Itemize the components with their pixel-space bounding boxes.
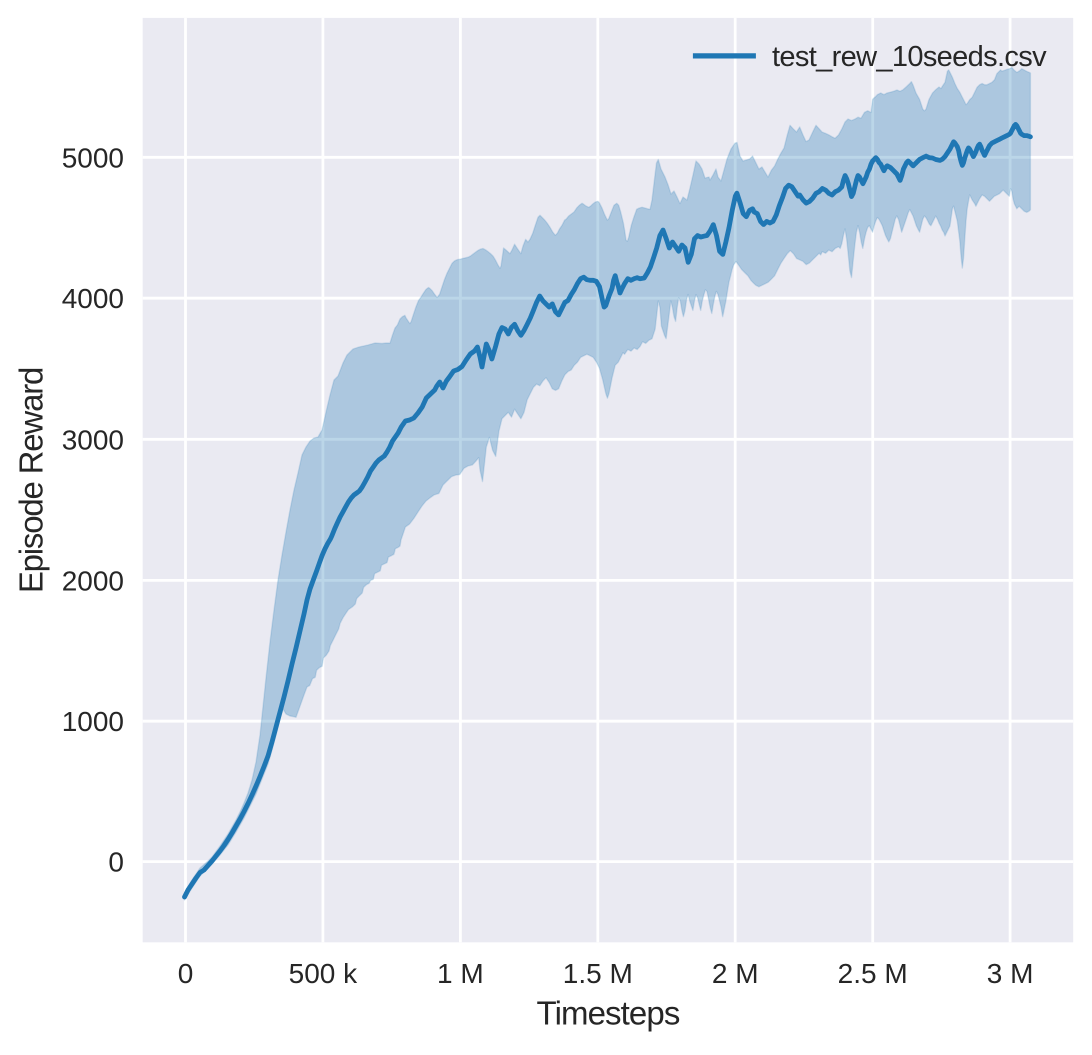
svg-text:Episode Reward: Episode Reward xyxy=(13,368,50,593)
svg-text:test_rew_10seeds.csv: test_rew_10seeds.csv xyxy=(772,41,1047,73)
svg-text:0: 0 xyxy=(108,847,124,878)
svg-text:3 M: 3 M xyxy=(987,958,1034,989)
svg-text:3000: 3000 xyxy=(62,424,124,455)
svg-text:5000: 5000 xyxy=(62,142,124,173)
svg-text:Timesteps: Timesteps xyxy=(537,995,680,1032)
svg-text:2000: 2000 xyxy=(62,565,124,596)
svg-text:1.5 M: 1.5 M xyxy=(563,958,633,989)
svg-text:500 k: 500 k xyxy=(289,958,358,989)
svg-text:2 M: 2 M xyxy=(712,958,759,989)
svg-text:0: 0 xyxy=(178,958,194,989)
svg-text:1000: 1000 xyxy=(62,706,124,737)
svg-text:4000: 4000 xyxy=(62,283,124,314)
svg-text:2.5 M: 2.5 M xyxy=(838,958,908,989)
svg-text:1 M: 1 M xyxy=(437,958,484,989)
